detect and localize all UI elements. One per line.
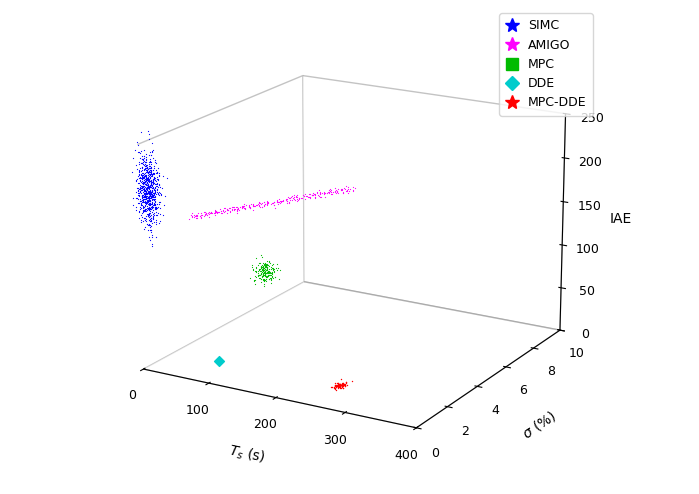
Legend: SIMC, AMIGO, MPC, DDE, MPC-DDE: SIMC, AMIGO, MPC, DDE, MPC-DDE [499,13,593,116]
Y-axis label: $\sigma$ (%): $\sigma$ (%) [519,407,560,442]
X-axis label: $T_s$ (s): $T_s$ (s) [227,442,267,467]
